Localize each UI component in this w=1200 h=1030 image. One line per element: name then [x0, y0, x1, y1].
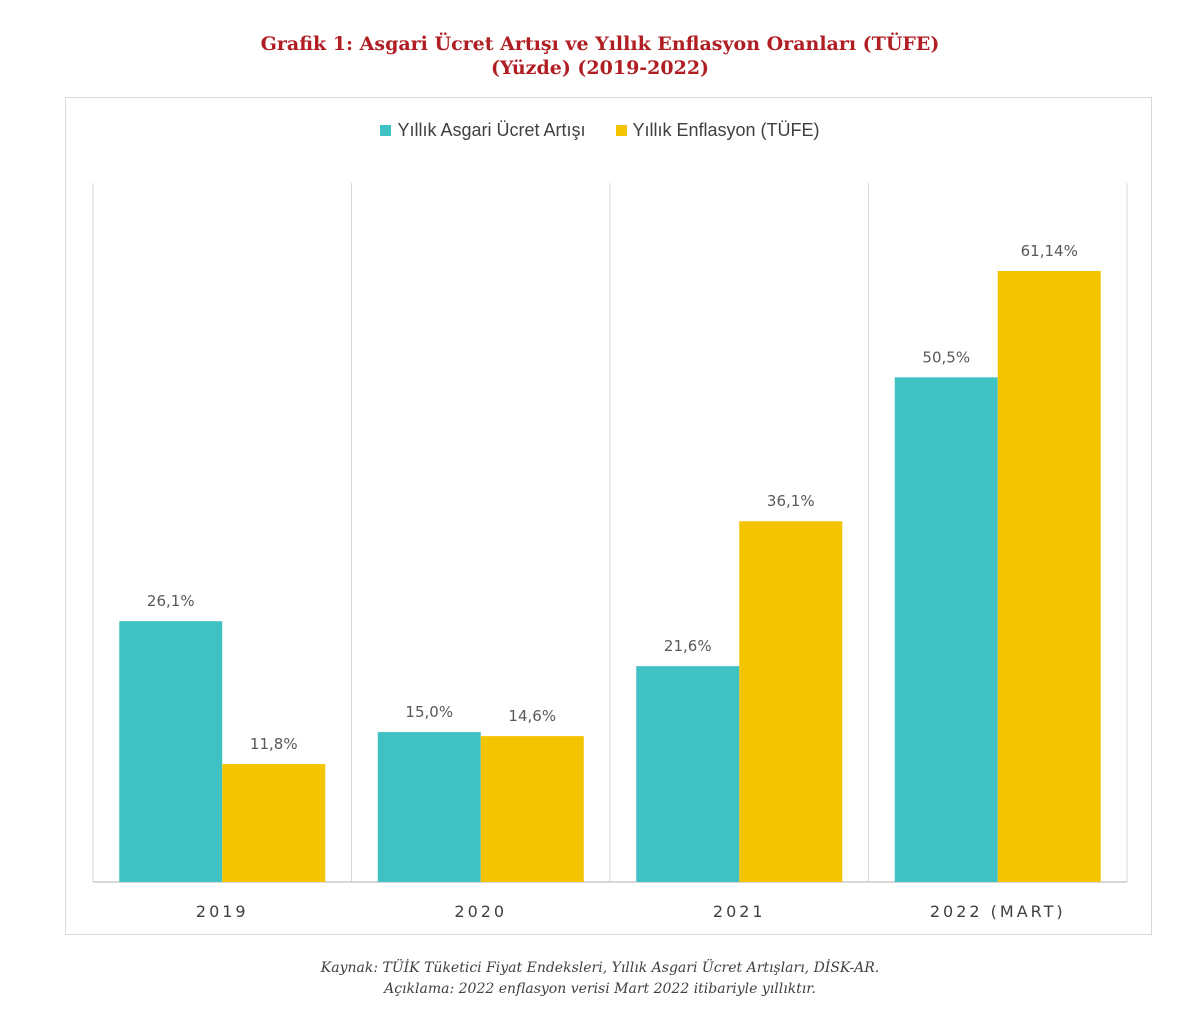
data-label: 14,6% [508, 707, 556, 725]
chart-title: Grafik 1: Asgari Ücret Artışı ve Yıllık … [0, 32, 1200, 80]
bar-min-wage-1 [377, 732, 481, 882]
data-label: 15,0% [405, 703, 453, 721]
data-label: 26,1% [147, 592, 195, 610]
data-label: 50,5% [922, 348, 970, 366]
legend-item-series1: Yıllık Asgari Ücret Artışı [380, 120, 586, 141]
source-note: Kaynak: TÜİK Tüketici Fiyat Endeksleri, … [320, 960, 880, 976]
legend-swatch-series2 [615, 125, 627, 136]
legend-label-series2: Yıllık Enflasyon (TÜFE) [632, 120, 820, 140]
bar-inflation-2 [739, 521, 843, 882]
legend-label-series1: Yıllık Asgari Ücret Artışı [397, 120, 586, 140]
legend-item-series2: Yıllık Enflasyon (TÜFE) [615, 120, 820, 141]
chart-title-line1: Grafik 1: Asgari Ücret Artışı ve Yıllık … [260, 33, 940, 55]
bar-inflation-1 [480, 736, 584, 882]
chart-legend: Yıllık Asgari Ücret Artışı Yıllık Enflas… [0, 120, 1200, 141]
data-label: 21,6% [664, 637, 712, 655]
explanation-note: Açıklama: 2022 enflasyon verisi Mart 202… [384, 981, 816, 997]
x-tick-label: 2019 [196, 902, 249, 921]
x-tick-label: 2022 (MART) [930, 902, 1066, 921]
x-tick-label: 2020 [454, 902, 507, 921]
chart-footnote: Kaynak: TÜİK Tüketici Fiyat Endeksleri, … [0, 958, 1200, 1000]
bar-inflation-0 [222, 764, 326, 882]
legend-swatch-series1 [380, 125, 392, 136]
data-label: 11,8% [250, 735, 298, 753]
data-label: 36,1% [767, 492, 815, 510]
chart-frame [65, 97, 1152, 935]
x-tick-label: 2021 [713, 902, 766, 921]
bar-min-wage-3 [894, 377, 998, 882]
data-label: 61,14% [1021, 242, 1078, 260]
bar-min-wage-0 [119, 621, 223, 882]
bar-min-wage-2 [636, 666, 740, 882]
bar-inflation-3 [997, 271, 1101, 882]
chart-title-line2: (Yüzde) (2019-2022) [490, 57, 710, 79]
